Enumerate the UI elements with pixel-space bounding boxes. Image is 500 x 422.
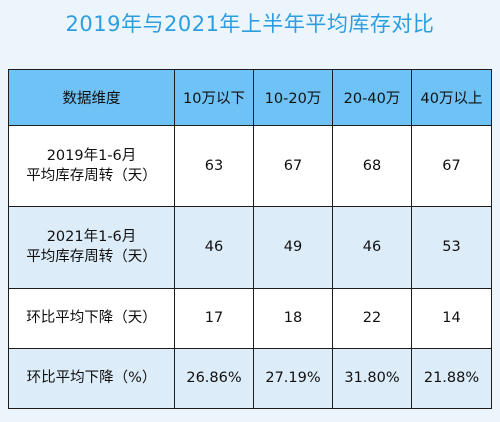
table-cell: 68 bbox=[332, 124, 412, 208]
table-cell: 53 bbox=[411, 206, 492, 289]
table-row: 2021年1-6月 平均库存周转（天） 46 49 46 53 bbox=[8, 206, 492, 289]
row-label: 2019年1-6月 平均库存周转（天） bbox=[8, 124, 175, 208]
table-cell: 18 bbox=[253, 287, 333, 349]
table-cell: 17 bbox=[174, 287, 254, 349]
table-header-row: 数据维度 10万以下 10-20万 20-40万 40万以上 bbox=[8, 69, 492, 126]
table-cell: 31.80% bbox=[332, 347, 412, 410]
table-row: 环比平均下降（天） 17 18 22 14 bbox=[8, 287, 492, 349]
row-label: 环比平均下降（%） bbox=[8, 347, 175, 410]
header-dimension: 数据维度 bbox=[8, 69, 175, 126]
table-cell: 46 bbox=[174, 206, 254, 289]
table-cell: 26.86% bbox=[174, 347, 254, 410]
table-cell: 27.19% bbox=[253, 347, 333, 410]
inventory-comparison-table: 数据维度 10万以下 10-20万 20-40万 40万以上 2019年1-6月… bbox=[8, 69, 492, 410]
header-100k-200k: 10-20万 bbox=[253, 69, 333, 126]
table-cell: 67 bbox=[253, 124, 333, 208]
header-over-400k: 40万以上 bbox=[411, 69, 492, 126]
page-title: 2019年与2021年上半年平均库存对比 bbox=[65, 12, 435, 36]
row-label: 2021年1-6月 平均库存周转（天） bbox=[8, 206, 175, 289]
table-cell: 46 bbox=[332, 206, 412, 289]
table-row: 环比平均下降（%） 26.86% 27.19% 31.80% 21.88% bbox=[8, 347, 492, 410]
table-cell: 67 bbox=[411, 124, 492, 208]
table-cell: 63 bbox=[174, 124, 254, 208]
table-cell: 14 bbox=[411, 287, 492, 349]
header-200k-400k: 20-40万 bbox=[332, 69, 412, 126]
table-cell: 21.88% bbox=[411, 347, 492, 410]
comparison-table-container: 数据维度 10万以下 10-20万 20-40万 40万以上 2019年1-6月… bbox=[8, 69, 492, 410]
table-cell: 49 bbox=[253, 206, 333, 289]
table-cell: 22 bbox=[332, 287, 412, 349]
table-row: 2019年1-6月 平均库存周转（天） 63 67 68 67 bbox=[8, 124, 492, 208]
header-under-100k: 10万以下 bbox=[174, 69, 254, 126]
row-label: 环比平均下降（天） bbox=[8, 287, 175, 349]
